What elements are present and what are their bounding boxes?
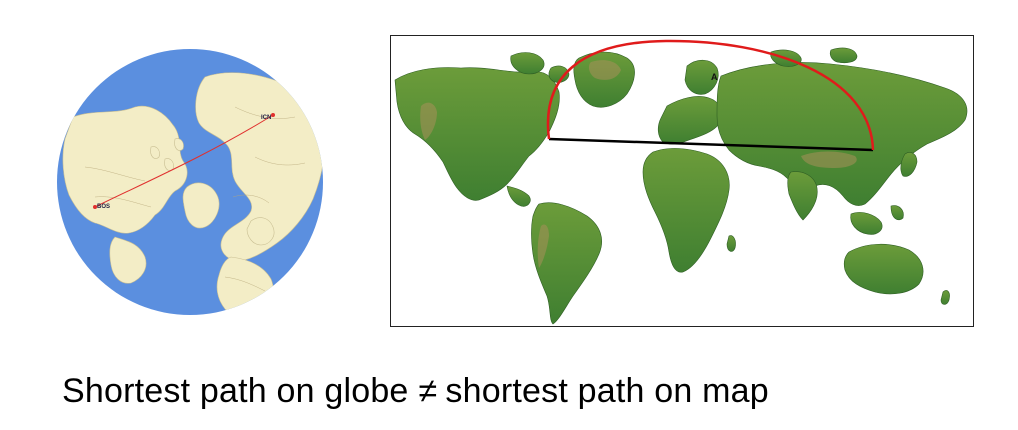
caption-right: shortest path on map: [445, 372, 769, 410]
slide-caption: Shortest path on globe ≠ shortest path on …: [62, 372, 769, 411]
map-great-circle-path: [546, 39, 875, 151]
not-equal-symbol: ≠: [418, 372, 438, 410]
globe-destination-dot: [271, 113, 275, 117]
globe-borders: [84, 106, 306, 292]
globe-svg: BOS ICN: [57, 49, 323, 315]
map-relief: [420, 60, 857, 268]
flat-world-map: A: [390, 35, 974, 327]
globe-destination-label: ICN: [261, 115, 271, 121]
map-land: [394, 47, 968, 325]
map-straight-path-line: [548, 137, 874, 152]
globe-origin-dot: [93, 205, 97, 209]
globe-origin-label: BOS: [97, 204, 110, 210]
map-point-label: A: [711, 72, 718, 82]
flat-map-svg: A: [394, 39, 968, 325]
globe-map: BOS ICN: [55, 47, 325, 317]
globe-route-line: [94, 114, 274, 208]
caption-left: Shortest path on globe: [62, 372, 409, 410]
